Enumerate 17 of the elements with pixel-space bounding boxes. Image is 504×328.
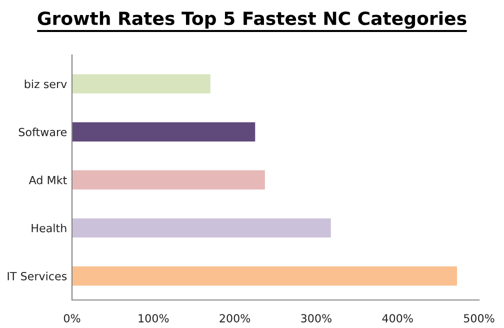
y-tick-label: Ad Mkt [28,176,67,184]
bar [72,218,331,238]
chart-title: Growth Rates Top 5 Fastest NC Categories [38,11,466,29]
x-tick-label: 200% [220,314,250,322]
y-tick-label: Health [32,224,66,232]
y-tick-label: IT Services [8,272,67,280]
x-tick-label: 0% [64,314,80,322]
y-tick-label: Software [18,128,67,136]
bar [72,266,458,286]
x-tick-label: 100% [138,314,169,322]
x-tick-label: 300% [301,314,332,322]
y-tick-label: biz serv [24,80,67,88]
x-tick-label: 400% [382,314,413,322]
bar [72,74,210,94]
bar [72,170,265,190]
x-tick-label: 500% [464,314,494,322]
bar [72,122,256,142]
